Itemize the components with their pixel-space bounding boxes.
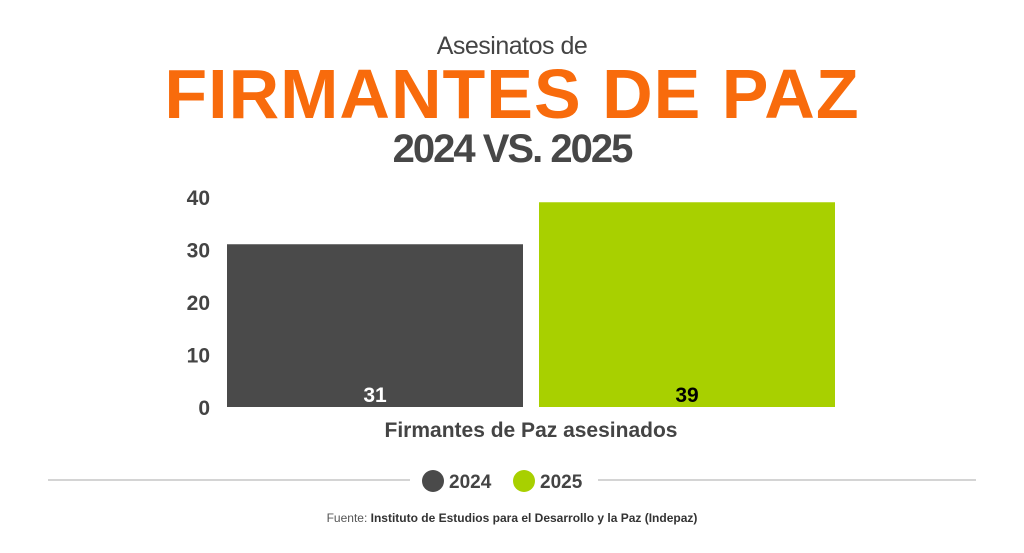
legend-swatch-2025 [513, 470, 535, 492]
y-tick-label: 30 [187, 240, 210, 263]
y-tick-label: 40 [187, 187, 210, 210]
bar-2025 [539, 202, 835, 407]
bar-value-label: 31 [363, 384, 387, 407]
bar-value-label: 39 [675, 384, 698, 407]
legend-label-2024: 2024 [449, 472, 492, 493]
pre-title: Asesinatos de [436, 32, 588, 60]
source-footer: Fuente: Instituto de Estudios para el De… [0, 510, 1024, 526]
y-tick-label: 10 [187, 345, 210, 368]
chart-title: FIRMANTES DE PAZ [164, 55, 860, 133]
bar-2024 [227, 244, 523, 407]
chart-subtitle: 2024 VS. 2025 [392, 127, 634, 171]
legend-label-2025: 2025 [540, 472, 583, 493]
y-tick-label: 0 [198, 397, 210, 420]
legend-swatch-2024 [422, 470, 444, 492]
source-label: Fuente: [326, 511, 368, 525]
source-text: Instituto de Estudios para el Desarrollo… [370, 511, 698, 525]
x-axis-label: Firmantes de Paz asesinados [385, 419, 678, 442]
y-tick-label: 20 [187, 292, 210, 315]
